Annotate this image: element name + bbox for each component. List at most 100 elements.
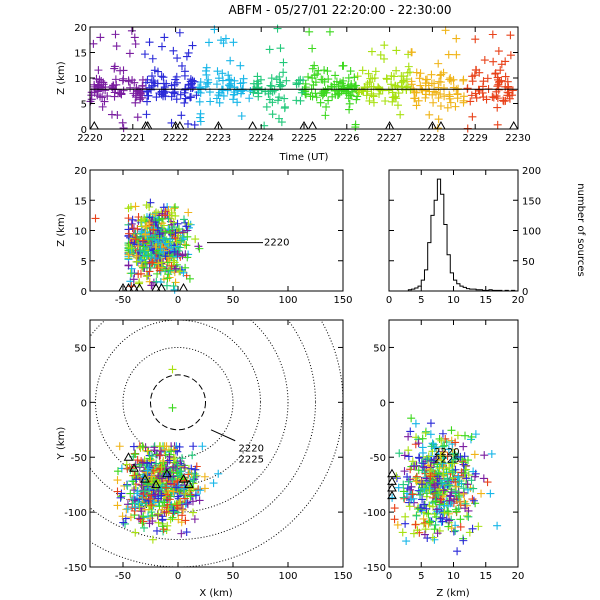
source-point (257, 86, 266, 95)
source-point (119, 518, 128, 527)
source-point (401, 512, 410, 521)
source-point (358, 66, 367, 75)
source-point (123, 481, 132, 490)
source-point (446, 98, 455, 107)
source-point (148, 54, 157, 63)
y-tick-label: 100 (522, 227, 541, 238)
source-point (418, 448, 427, 457)
source-point (431, 497, 440, 506)
source-point (493, 120, 502, 129)
source-point (426, 419, 435, 428)
source-point (424, 519, 433, 528)
source-point (467, 432, 476, 441)
source-point (202, 63, 211, 72)
source-point (453, 431, 462, 440)
station-triangle (123, 452, 134, 461)
x-tick-label: 5 (418, 295, 424, 306)
source-point (124, 225, 133, 234)
source-point (470, 450, 479, 459)
source-point (324, 96, 333, 105)
source-point (435, 464, 444, 473)
x-tick-label: 2228 (420, 133, 445, 144)
source-point (188, 41, 197, 50)
source-point (275, 114, 284, 123)
source-point (184, 208, 193, 217)
source-point (230, 83, 239, 92)
source-point (158, 515, 167, 524)
x-tick-label: 0 (175, 295, 181, 306)
z-y-points (388, 414, 502, 556)
y-tick-label: -100 (64, 508, 87, 519)
source-point (154, 509, 163, 518)
x-tick-label: 50 (227, 571, 240, 582)
source-point (410, 94, 419, 103)
source-point (206, 97, 215, 106)
source-point (170, 454, 179, 463)
source-point (393, 101, 402, 110)
source-point (160, 498, 169, 507)
source-point (150, 66, 159, 75)
source-point (316, 98, 325, 107)
source-point (215, 98, 224, 107)
source-point (415, 74, 424, 83)
source-point (175, 442, 184, 451)
source-point (404, 432, 413, 441)
source-point (391, 92, 400, 101)
source-point (184, 48, 193, 57)
source-point (444, 50, 453, 59)
source-point (148, 234, 157, 243)
source-point (398, 528, 407, 537)
source-point (452, 507, 461, 516)
source-point (237, 111, 246, 120)
source-point (157, 42, 166, 51)
source-point (138, 442, 147, 451)
x-z-panel: 2220 -50 0 50 100 150 0 5 10 15 20 Z (km) (56, 166, 353, 306)
source-point (168, 403, 177, 412)
source-point (89, 39, 98, 48)
source-point (175, 28, 184, 37)
source-point (165, 495, 174, 504)
source-point (301, 87, 310, 96)
source-point (188, 76, 197, 85)
source-point (411, 520, 420, 529)
source-point (142, 87, 151, 96)
plan-view-frame (89, 319, 344, 568)
source-point (133, 486, 142, 495)
source-point (459, 92, 468, 101)
source-point (394, 89, 403, 98)
source-point (412, 101, 421, 110)
station-label: 2220 (264, 238, 289, 249)
source-point (497, 60, 506, 69)
source-point (159, 73, 168, 82)
source-point (437, 436, 446, 445)
source-point (127, 244, 136, 253)
source-point (434, 115, 443, 124)
time-height-y-ticks: 0 5 10 15 20 (74, 23, 518, 136)
source-point (416, 81, 425, 90)
source-point (405, 502, 414, 511)
source-point (449, 455, 458, 464)
source-point (169, 506, 178, 515)
source-point (140, 50, 149, 59)
station-triangle (140, 474, 150, 483)
source-point (435, 434, 444, 443)
source-point (409, 529, 418, 538)
station-triangle (307, 120, 318, 130)
source-point (436, 102, 445, 111)
source-point (191, 491, 200, 500)
source-point (110, 64, 119, 73)
station-label: 2220 (434, 447, 459, 458)
source-point (471, 35, 480, 44)
source-point (140, 214, 149, 223)
source-point (147, 452, 156, 461)
source-point (113, 501, 122, 510)
source-point (94, 66, 103, 75)
source-point (130, 78, 139, 87)
source-point (226, 56, 235, 65)
source-point (508, 86, 517, 95)
source-point (179, 268, 188, 277)
y-tick-label: -50 (370, 453, 386, 464)
source-point (181, 490, 190, 498)
source-point (182, 241, 191, 250)
